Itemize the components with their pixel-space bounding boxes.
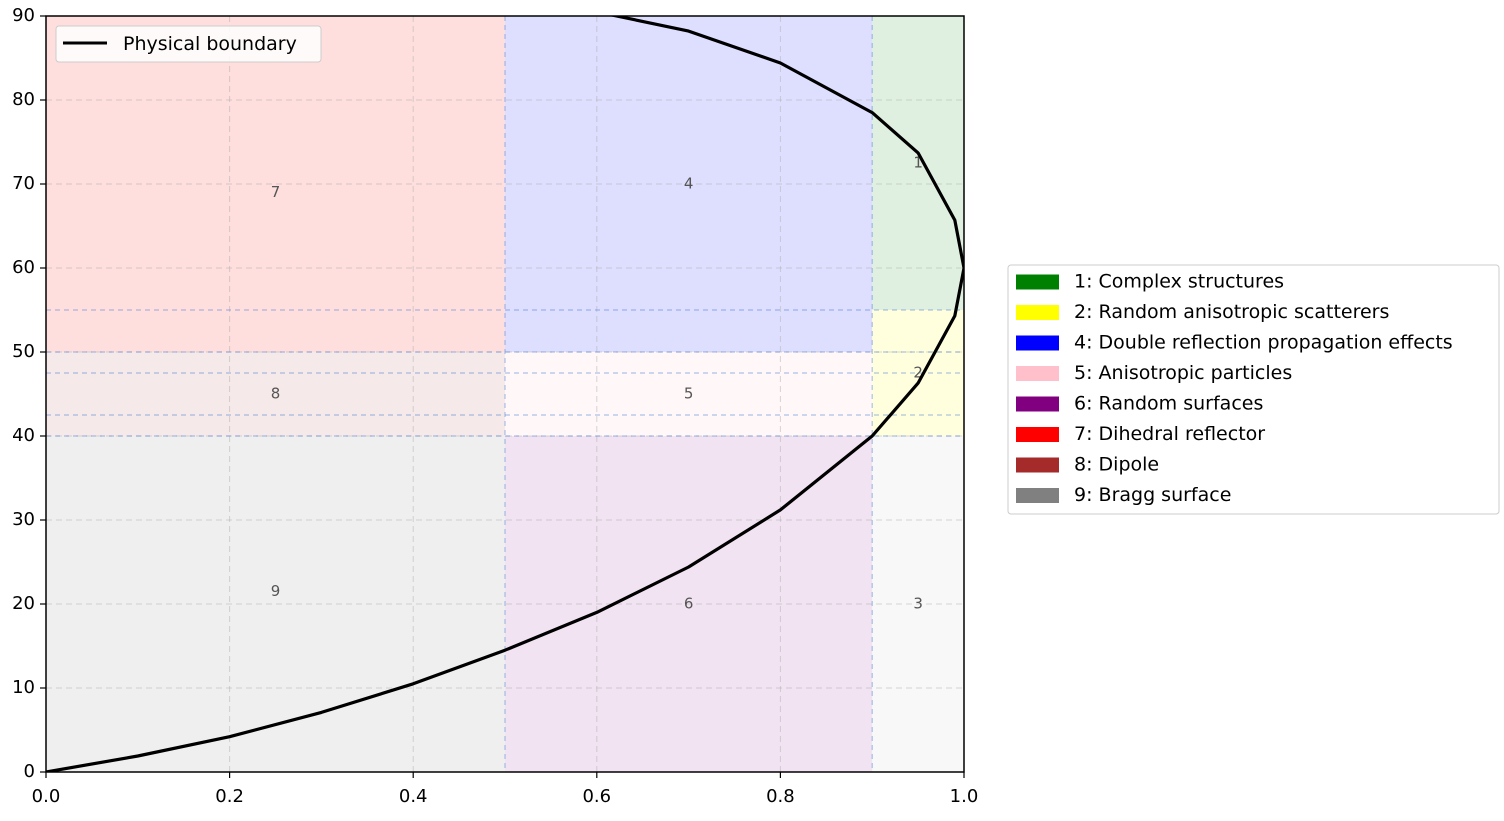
legend-swatch xyxy=(1016,274,1059,290)
zone-divider-lines xyxy=(46,16,964,772)
plot-frame xyxy=(45,15,965,773)
zone-label-2: 2 xyxy=(913,364,923,382)
legend-swatch xyxy=(1016,366,1059,381)
region-1 xyxy=(872,16,964,310)
legend-boundary: Physical boundary xyxy=(55,25,322,63)
legend-regions: 1: Complex structures 2: Random anisotrop… xyxy=(1007,264,1500,515)
zone-label-9: 9 xyxy=(271,582,281,600)
legend-entry-label: 2: Random anisotropic scatterers xyxy=(1074,301,1389,323)
zone-labels: 7 8 9 4 5 6 1 2 3 xyxy=(271,154,923,613)
x-tick-label: 0.4 xyxy=(399,786,428,807)
region-5 xyxy=(505,352,873,436)
x-tick-label: 0.6 xyxy=(582,786,611,807)
y-tick-label: 30 xyxy=(12,509,35,530)
legend-entry-label: 6: Random surfaces xyxy=(1074,393,1263,415)
legend-swatch xyxy=(1016,488,1059,503)
zone-label-4: 4 xyxy=(684,175,694,193)
x-tick-label: 0.2 xyxy=(215,786,244,807)
y-tick-label: 10 xyxy=(12,677,35,698)
axis-ticks: 0.0 0.2 0.4 0.6 0.8 1.0 0 10 20 30 40 50 60 70 80 90 xyxy=(12,5,978,807)
x-tick-label: 0.0 xyxy=(32,786,61,807)
legend-boundary-frame xyxy=(55,25,322,63)
legend-entry-label: 8: Dipole xyxy=(1074,454,1159,476)
y-tick-label: 70 xyxy=(12,173,35,194)
x-tick-label: 1.0 xyxy=(950,786,979,807)
physical-boundary-line xyxy=(46,16,964,772)
zone-label-7: 7 xyxy=(271,183,281,201)
zone-label-8: 8 xyxy=(271,385,281,403)
zone-label-6: 6 xyxy=(684,595,694,613)
y-tick-label: 50 xyxy=(12,341,35,362)
legend-entry-label: 9: Bragg surface xyxy=(1074,484,1231,506)
legend-swatch xyxy=(1016,305,1059,320)
y-tick-label: 80 xyxy=(12,89,35,110)
legend-boundary-label: Physical boundary xyxy=(123,33,297,55)
legend-entry-label: 4: Double reflection propagation effects xyxy=(1074,332,1453,354)
y-tick-label: 20 xyxy=(12,593,35,614)
legend-regions-frame xyxy=(1007,264,1500,515)
legend-swatch xyxy=(1016,335,1059,351)
boundary-layer xyxy=(46,16,964,772)
legend-swatch xyxy=(1016,457,1059,473)
legend-swatch xyxy=(1016,396,1059,412)
y-tick-label: 90 xyxy=(12,5,35,26)
legend-entry-label: 7: Dihedral reflector xyxy=(1074,423,1265,445)
y-tick-label: 0 xyxy=(24,761,35,782)
y-tick-label: 40 xyxy=(12,425,35,446)
zone-label-5: 5 xyxy=(684,385,694,403)
region-8 xyxy=(46,352,505,436)
zone-label-1: 1 xyxy=(913,154,923,172)
legend-swatch xyxy=(1016,427,1059,442)
zone-label-3: 3 xyxy=(913,595,923,613)
legend-entry-label: 1: Complex structures xyxy=(1074,271,1284,293)
legend-entry-label: 5: Anisotropic particles xyxy=(1074,362,1292,384)
x-tick-label: 0.8 xyxy=(766,786,795,807)
region-2 xyxy=(872,310,964,436)
y-tick-label: 60 xyxy=(12,257,35,278)
